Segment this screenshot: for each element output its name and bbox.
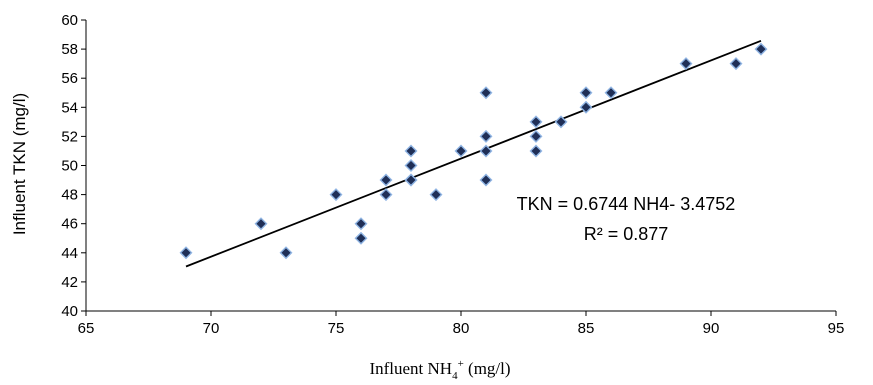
data-point [254,217,268,231]
x-tick-label: 90 [703,320,720,337]
y-tick-label: 44 [61,245,78,262]
x-axis-title-sub: 4 [452,370,458,382]
data-point [379,173,393,187]
y-tick-label: 54 [61,99,78,116]
y-axis: 40 42 44 46 48 50 52 54 56 58 60 [61,12,87,320]
data-points [179,42,768,260]
y-tick-label: 60 [61,12,78,29]
data-point [354,217,368,231]
y-tick-label: 50 [61,158,78,175]
data-point [529,144,543,158]
x-tick-label: 70 [203,320,220,337]
data-point [679,57,693,71]
data-point [479,173,493,187]
data-point [479,129,493,143]
x-tick-label: 85 [578,320,595,337]
trendline-group [185,39,762,268]
data-point [579,100,593,114]
data-point [354,231,368,245]
data-point [479,86,493,100]
data-point [479,144,493,158]
data-point [554,115,568,129]
x-axis: 65 70 75 80 85 90 95 [78,310,845,337]
data-point [754,42,768,56]
data-point [579,86,593,100]
r-squared-label: R² = 0.877 [584,224,669,244]
x-axis-title-sup: + [458,358,464,370]
y-axis-title: Influent TKN (mg/l) [10,93,29,235]
x-axis-title-base: Influent NH [369,359,452,378]
x-tick-label: 95 [828,320,845,337]
y-tick-label: 42 [61,274,78,291]
data-point [279,246,293,260]
data-point [729,57,743,71]
x-axis-title: Influent NH4+ (mg/l) [369,358,510,382]
y-tick-label: 46 [61,216,78,233]
data-point [329,188,343,202]
data-point [379,188,393,202]
data-point [429,188,443,202]
x-axis-title-tail: (mg/l) [464,359,511,378]
data-point [404,173,418,187]
x-tick-label: 65 [78,320,95,337]
data-point [529,129,543,143]
data-point [404,144,418,158]
data-point [529,115,543,129]
x-tick-label: 75 [328,320,345,337]
y-tick-label: 52 [61,128,78,145]
data-point [604,86,618,100]
data-point [454,144,468,158]
data-point [179,246,193,260]
data-point [404,159,418,172]
trendline-equation: TKN = 0.6744 NH4- 3.4752 [517,194,736,214]
y-tick-label: 48 [61,187,78,204]
x-tick-label: 80 [453,320,470,337]
y-tick-label: 40 [61,303,78,320]
y-tick-label: 56 [61,70,78,87]
y-tick-label: 58 [61,41,78,58]
trendline [185,39,762,268]
